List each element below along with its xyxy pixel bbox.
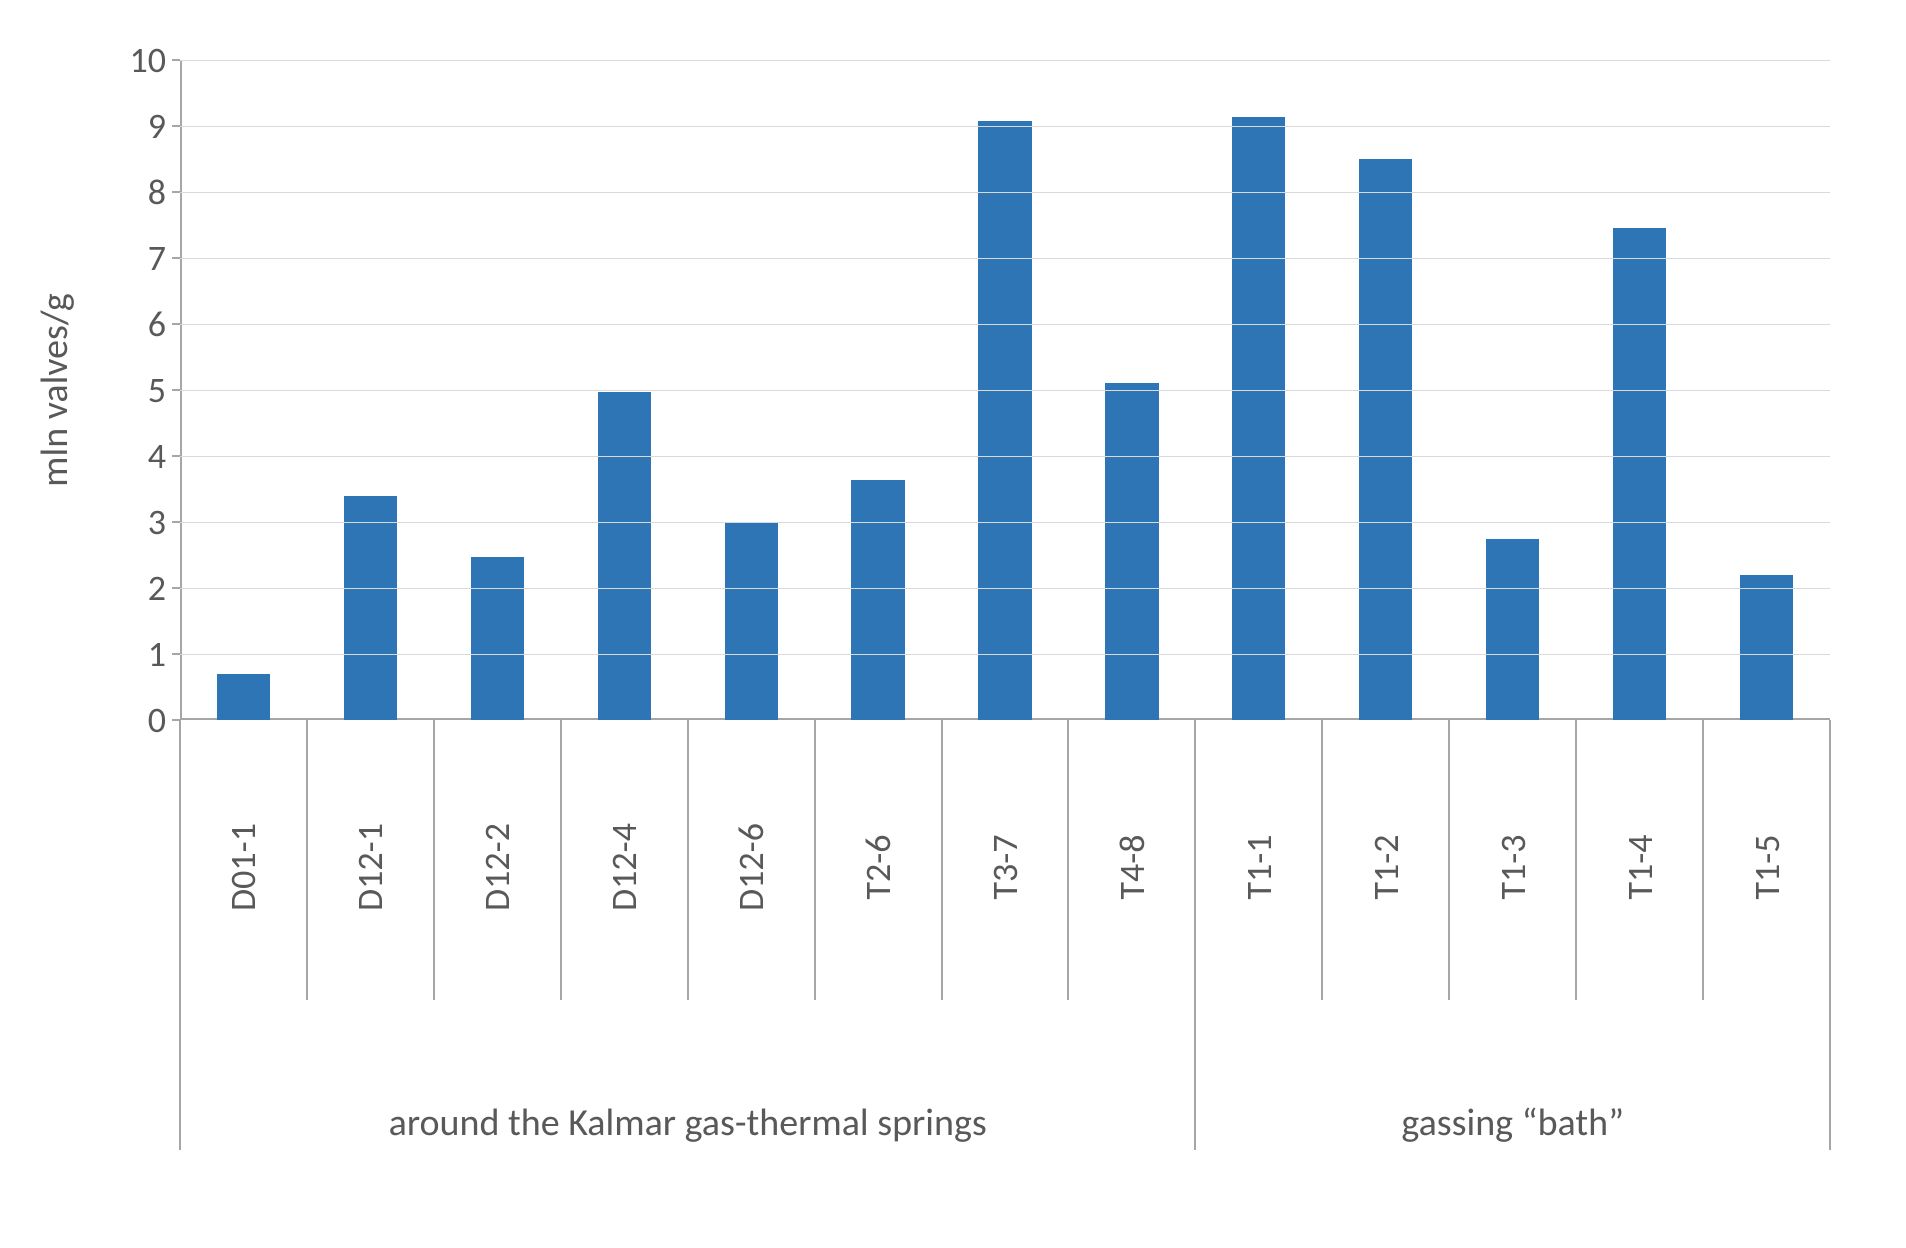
category-tick (1067, 720, 1069, 1000)
category-label: T4-8 (1110, 834, 1154, 899)
y-tick-label: 6 (106, 302, 166, 346)
category-label: D12-1 (348, 823, 392, 911)
chart-container: mln valves/g 012345678910D01-1D12-1D12-2… (40, 40, 1866, 1208)
category-tick (941, 720, 943, 1000)
category-label: D01-1 (221, 823, 265, 911)
group-tick (1194, 720, 1196, 1150)
y-tick-label: 3 (106, 500, 166, 544)
category-label: D12-6 (729, 823, 773, 911)
bar (1613, 228, 1666, 720)
y-tick-label: 5 (106, 368, 166, 412)
y-tick (172, 125, 180, 127)
y-tick (172, 59, 180, 61)
category-tick (1575, 720, 1577, 1000)
bar (851, 480, 904, 720)
gridline (180, 258, 1830, 259)
category-tick (1321, 720, 1323, 1000)
category-tick (687, 720, 689, 1000)
category-label: T3-7 (983, 834, 1027, 899)
y-tick (172, 257, 180, 259)
gridline (180, 456, 1830, 457)
y-tick-label: 7 (106, 236, 166, 280)
y-tick (172, 587, 180, 589)
y-tick (172, 389, 180, 391)
category-tick (1448, 720, 1450, 1000)
category-label: T1-3 (1491, 834, 1535, 899)
bar (1232, 117, 1285, 720)
category-tick (560, 720, 562, 1000)
gridline (180, 390, 1830, 391)
category-label: D12-4 (602, 823, 646, 911)
bar (1486, 539, 1539, 721)
y-tick-label: 1 (106, 632, 166, 676)
category-label: T2-6 (856, 834, 900, 899)
bar (1105, 383, 1158, 720)
plot-area (180, 60, 1830, 720)
bar (471, 557, 524, 720)
category-label: D12-2 (475, 823, 519, 911)
bar (1359, 159, 1412, 720)
category-tick (1702, 720, 1704, 1000)
bar (978, 121, 1031, 720)
category-label: T1-2 (1364, 834, 1408, 899)
y-tick-label: 0 (106, 698, 166, 742)
group-tick (179, 720, 181, 1150)
gridline (180, 60, 1830, 61)
category-label: T1-1 (1237, 834, 1281, 899)
gridline (180, 192, 1830, 193)
gridline (180, 522, 1830, 523)
gridline (180, 324, 1830, 325)
y-tick-label: 4 (106, 434, 166, 478)
category-label: T1-4 (1618, 834, 1662, 899)
bar (1740, 575, 1793, 720)
bar (217, 674, 270, 720)
y-tick (172, 455, 180, 457)
bar (725, 523, 778, 720)
y-tick-label: 9 (106, 104, 166, 148)
y-tick-label: 10 (106, 38, 166, 82)
y-tick (172, 521, 180, 523)
bar (344, 496, 397, 720)
category-label: T1-5 (1745, 834, 1789, 899)
y-tick (172, 653, 180, 655)
group-label: around the Kalmar gas-thermal springs (389, 1100, 987, 1146)
y-axis-title: mln valves/g (32, 293, 78, 487)
gridline (180, 654, 1830, 655)
category-tick (433, 720, 435, 1000)
y-tick-label: 8 (106, 170, 166, 214)
category-tick (814, 720, 816, 1000)
gridline (180, 588, 1830, 589)
y-tick (172, 323, 180, 325)
bar (598, 392, 651, 720)
gridline (180, 126, 1830, 127)
y-tick (172, 191, 180, 193)
y-tick-label: 2 (106, 566, 166, 610)
group-tick (1829, 720, 1831, 1150)
group-label: gassing “bath” (1401, 1100, 1624, 1146)
category-tick (306, 720, 308, 1000)
